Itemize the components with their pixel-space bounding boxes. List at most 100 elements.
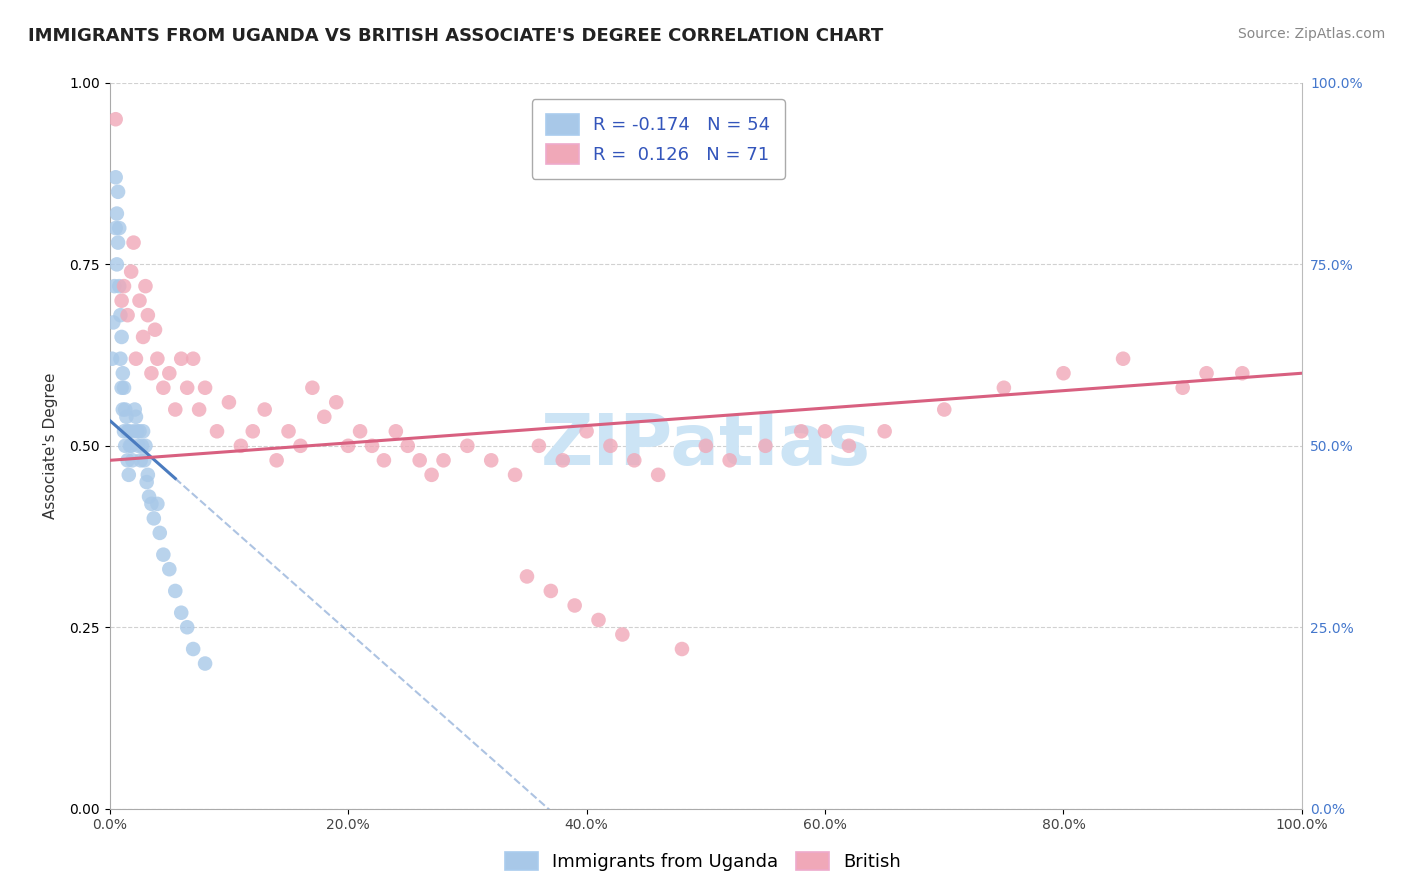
Point (873, 425, 896, 439)
Point (695, 439, 717, 453)
Point (181, 642, 204, 657)
Point (125, 351, 148, 366)
Point (647, 467, 669, 482)
Point (325, 395, 347, 409)
Point (108, 279, 131, 293)
Point (754, 439, 776, 453)
Point (152, 548, 174, 562)
Point (242, 425, 264, 439)
Point (110, 308, 132, 322)
Point (170, 606, 193, 620)
Point (790, 425, 813, 439)
Point (408, 453, 430, 467)
Point (229, 439, 252, 453)
Point (118, 425, 141, 439)
Point (129, 453, 152, 467)
Point (1232, 366, 1254, 380)
Point (136, 308, 159, 322)
Point (103, 279, 125, 293)
Point (194, 657, 217, 671)
Point (277, 425, 299, 439)
Point (456, 439, 478, 453)
Y-axis label: Associate's Degree: Associate's Degree (44, 373, 58, 519)
Point (121, 453, 143, 467)
Point (107, 235, 129, 250)
Point (112, 381, 135, 395)
Point (134, 279, 156, 293)
Point (131, 439, 153, 453)
Point (373, 453, 395, 467)
Point (253, 402, 276, 417)
Point (107, 185, 129, 199)
Point (117, 308, 139, 322)
Point (112, 279, 135, 293)
Point (146, 351, 169, 366)
Point (134, 439, 156, 453)
Point (118, 467, 141, 482)
Point (105, 206, 128, 220)
Point (112, 425, 135, 439)
Point (141, 497, 163, 511)
Point (132, 330, 155, 344)
Point (420, 467, 443, 482)
Point (122, 235, 145, 250)
Point (104, 170, 127, 185)
Point (125, 409, 148, 424)
Point (290, 439, 312, 453)
Point (108, 221, 131, 235)
Point (718, 453, 741, 467)
Point (266, 453, 288, 467)
Point (103, 315, 125, 329)
Legend: Immigrants from Uganda, British: Immigrants from Uganda, British (498, 845, 908, 879)
Point (101, 351, 124, 366)
Point (337, 439, 360, 453)
Point (136, 467, 159, 482)
Point (1171, 381, 1194, 395)
Point (564, 599, 586, 613)
Point (396, 439, 419, 453)
Point (671, 642, 693, 657)
Point (120, 439, 142, 453)
Point (111, 330, 134, 344)
Point (838, 439, 860, 453)
Point (122, 425, 145, 439)
Point (503, 467, 526, 482)
Point (124, 402, 146, 417)
Point (301, 381, 323, 395)
Point (135, 475, 157, 489)
Point (105, 257, 128, 271)
Point (314, 409, 336, 424)
Point (165, 402, 187, 417)
Point (993, 381, 1015, 395)
Point (127, 425, 149, 439)
Point (128, 293, 150, 308)
Point (181, 351, 204, 366)
Point (132, 425, 155, 439)
Point (115, 409, 138, 424)
Point (120, 265, 142, 279)
Point (127, 439, 149, 453)
Point (104, 221, 127, 235)
Point (540, 584, 562, 599)
Point (176, 381, 198, 395)
Point (349, 425, 371, 439)
Point (934, 402, 956, 417)
Point (143, 323, 166, 337)
Point (141, 366, 163, 380)
Text: ZIPatlas: ZIPatlas (541, 411, 870, 480)
Point (117, 453, 139, 467)
Point (218, 395, 240, 409)
Point (146, 497, 169, 511)
Point (110, 351, 132, 366)
Text: IMMIGRANTS FROM UGANDA VS BRITISH ASSOCIATE'S DEGREE CORRELATION CHART: IMMIGRANTS FROM UGANDA VS BRITISH ASSOCI… (28, 27, 883, 45)
Point (205, 425, 228, 439)
Point (588, 613, 610, 627)
Point (1195, 366, 1218, 380)
Point (194, 381, 217, 395)
Point (479, 453, 502, 467)
Point (361, 439, 384, 453)
Point (134, 453, 156, 467)
Point (114, 402, 136, 417)
Point (814, 425, 837, 439)
Point (111, 293, 134, 308)
